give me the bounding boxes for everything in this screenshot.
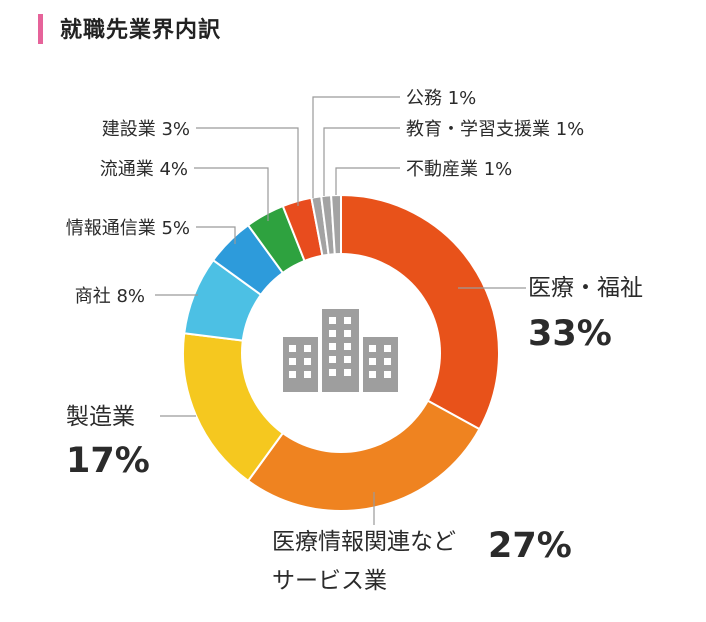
leader-slice-4 xyxy=(196,226,236,244)
label-slice-7: 公務 1% xyxy=(406,88,476,109)
leader-slice-5 xyxy=(194,167,269,221)
label-slice-6: 建設業 3% xyxy=(102,119,190,140)
leader-slice-7 xyxy=(312,96,400,198)
chart-title: 就職先業界内訳 xyxy=(60,18,222,43)
value-slice-2: 17% xyxy=(66,441,150,481)
leader-slice-6 xyxy=(196,127,299,206)
label-slice-1-line-1: 医療情報関連など xyxy=(272,529,456,555)
label-slice-1-line-2: サービス業 xyxy=(272,568,387,594)
label-slice-2: 製造業 xyxy=(66,404,135,430)
value-slice-1: 27% xyxy=(488,526,572,566)
label-slice-0: 医療・福祉 xyxy=(528,275,643,301)
label-slice-4: 情報通信業 5% xyxy=(66,218,190,239)
label-slice-9: 不動産業 1% xyxy=(406,159,512,180)
value-slice-0: 33% xyxy=(528,314,612,354)
leader-slice-9 xyxy=(335,167,400,195)
title-accent-bar xyxy=(38,14,43,44)
leader-lines xyxy=(155,96,526,525)
label-slice-5: 流通業 4% xyxy=(100,159,188,180)
label-slice-3: 商社 8% xyxy=(75,286,145,307)
building-icon xyxy=(283,309,398,392)
label-slice-8: 教育・学習支援業 1% xyxy=(406,119,584,140)
leader-slice-8 xyxy=(323,127,400,196)
